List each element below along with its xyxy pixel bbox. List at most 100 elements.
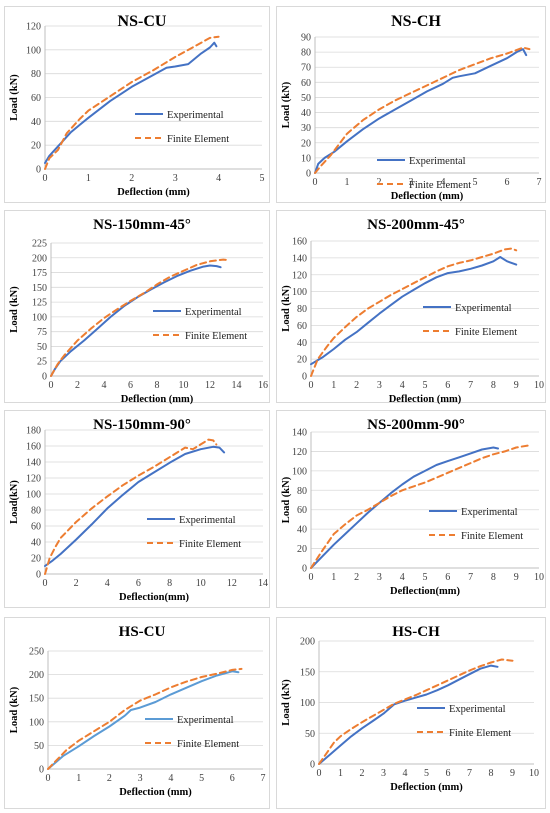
- y-tick-label: 225: [32, 239, 47, 250]
- series-line-finite-element: [314, 46, 531, 174]
- y-tick-label: 80: [31, 69, 41, 80]
- y-tick-label: 100: [292, 466, 307, 477]
- x-tick-label: 4: [403, 768, 408, 779]
- x-axis-label: Deflection (mm): [117, 187, 190, 198]
- x-tick-label: 4: [441, 177, 446, 188]
- x-tick-label: 1: [331, 380, 336, 391]
- x-tick-label: 7: [468, 572, 473, 583]
- chart-panel-ns-150mm-45: 0 25 50 75 100 125 150 175 200 225 0 2 4 6 8 10 12 14 16 De…: [4, 210, 270, 405]
- x-tick-label: 8: [489, 768, 494, 779]
- y-tick-label: 0: [302, 564, 307, 575]
- legend-label: Finite Element: [409, 180, 471, 191]
- x-tick-label: 10: [534, 380, 544, 391]
- series-line-finite-element: [44, 438, 218, 575]
- chart-title: NS-200mm-45°: [367, 217, 465, 233]
- chart-hs-ch: 0 50 100 150 200 0 1 2 3 4 5 6 7 8 9 10 Deflection (mm) L…: [281, 624, 539, 793]
- chart-title: NS-150mm-90°: [93, 417, 191, 433]
- y-tick-label: 80: [297, 486, 307, 497]
- y-tick-label: 140: [26, 458, 41, 469]
- y-axis-label: Load (kN): [281, 285, 292, 332]
- x-tick-label: 1: [338, 768, 343, 779]
- series-line-experimental: [44, 41, 218, 164]
- x-tick-label: 16: [258, 380, 268, 391]
- y-tick-label: 120: [26, 474, 41, 485]
- chart-title: NS-CU: [118, 13, 167, 30]
- y-tick-label: 75: [37, 327, 47, 338]
- chart-ns-150mm-90: 0 20 40 60 80 100 120 140 160 180 0 2 4 6 8 10 12 14 Defle…: [9, 417, 268, 603]
- y-tick-label: 140: [292, 253, 307, 264]
- chart-ns-150mm-45: 0 25 50 75 100 125 150 175 200 225 0 2 4 6 8 10 12 14 16 De…: [9, 217, 268, 405]
- x-tick-label: 5: [260, 173, 265, 184]
- y-tick-label: 100: [29, 717, 44, 728]
- series-line-experimental: [314, 48, 528, 174]
- y-tick-label: 80: [301, 48, 311, 59]
- chart-ns-cu: 0 20 40 60 80 100 120 0 1 2 3 4 5 Deflection (mm) Load…: [9, 13, 265, 198]
- x-tick-label: 6: [230, 773, 235, 784]
- chart-title: HS-CH: [392, 624, 440, 640]
- legend-label: Experimental: [455, 303, 512, 314]
- x-tick-label: 14: [232, 380, 242, 391]
- y-tick-label: 20: [301, 138, 311, 149]
- series-line-finite-element: [318, 658, 514, 765]
- y-tick-label: 40: [301, 108, 311, 119]
- x-axis-label: Deflection (mm): [119, 787, 192, 798]
- x-tick-label: 5: [199, 773, 204, 784]
- y-tick-label: 60: [31, 522, 41, 533]
- chart-ns-ch: 0 10 20 30 40 50 60 70 80 90 0 1 2 3 4 5 6 7 Deflection (m…: [281, 13, 542, 202]
- y-tick-label: 125: [32, 298, 47, 309]
- series-line-finite-element: [310, 247, 518, 377]
- y-tick-label: 200: [300, 637, 315, 648]
- x-tick-label: 0: [309, 572, 314, 583]
- x-tick-label: 3: [173, 173, 178, 184]
- x-tick-label: 3: [377, 380, 382, 391]
- legend-label: Experimental: [449, 704, 506, 715]
- y-tick-label: 120: [292, 270, 307, 281]
- y-tick-label: 40: [31, 538, 41, 549]
- chart-title: NS-CH: [391, 13, 441, 30]
- y-tick-label: 80: [297, 304, 307, 315]
- x-tick-label: 10: [179, 380, 189, 391]
- y-tick-label: 100: [26, 490, 41, 501]
- chart-title: HS-CU: [119, 624, 166, 640]
- chart-title: NS-200mm-90°: [367, 417, 465, 433]
- y-axis-label: Load (kN): [281, 81, 292, 128]
- legend-label: Finite Element: [449, 728, 511, 739]
- legend-label: Experimental: [461, 507, 518, 518]
- x-tick-label: 6: [445, 380, 450, 391]
- x-tick-label: 7: [468, 380, 473, 391]
- y-axis-label: Load (kN): [9, 686, 20, 733]
- x-tick-label: 10: [534, 572, 544, 583]
- y-tick-label: 200: [29, 670, 44, 681]
- y-axis-label: Load (kN): [281, 476, 292, 523]
- x-tick-label: 1: [331, 572, 336, 583]
- legend-label: Finite Element: [185, 331, 247, 342]
- x-tick-label: 7: [537, 177, 542, 188]
- y-tick-label: 150: [29, 694, 44, 705]
- y-tick-label: 40: [31, 117, 41, 128]
- x-tick-label: 2: [354, 572, 359, 583]
- y-tick-label: 40: [297, 338, 307, 349]
- chart-panel-ns-150mm-90: 0 20 40 60 80 100 120 140 160 180 0 2 4 6 8 10 12 14 Defle…: [4, 410, 270, 608]
- y-tick-label: 20: [31, 141, 41, 152]
- y-tick-label: 120: [292, 447, 307, 458]
- x-tick-label: 7: [467, 768, 472, 779]
- y-tick-label: 10: [301, 153, 311, 164]
- y-tick-label: 60: [31, 93, 41, 104]
- series-line-finite-element: [44, 35, 220, 170]
- x-tick-label: 1: [76, 773, 81, 784]
- y-tick-label: 0: [302, 372, 307, 383]
- chart-panel-ns-200mm-45: 0 20 40 60 80 100 120 140 160 0 1 2 3 4 5 6 7 8 9 10 Deflect…: [276, 210, 546, 405]
- x-tick-label: 0: [46, 773, 51, 784]
- series-line-finite-element: [47, 667, 243, 770]
- x-tick-label: 6: [136, 578, 141, 589]
- y-tick-label: 250: [29, 647, 44, 658]
- series-line-experimental: [318, 664, 499, 765]
- y-tick-label: 160: [292, 237, 307, 248]
- x-axis-label: Deflection(mm): [119, 592, 189, 603]
- chart-panel-ns-cu: 0 20 40 60 80 100 120 0 1 2 3 4 5 Deflection (mm) Load…: [4, 6, 270, 203]
- x-tick-label: 4: [105, 578, 110, 589]
- x-tick-label: 4: [102, 380, 107, 391]
- y-tick-label: 150: [32, 283, 47, 294]
- x-tick-label: 0: [313, 177, 318, 188]
- y-tick-label: 100: [292, 287, 307, 298]
